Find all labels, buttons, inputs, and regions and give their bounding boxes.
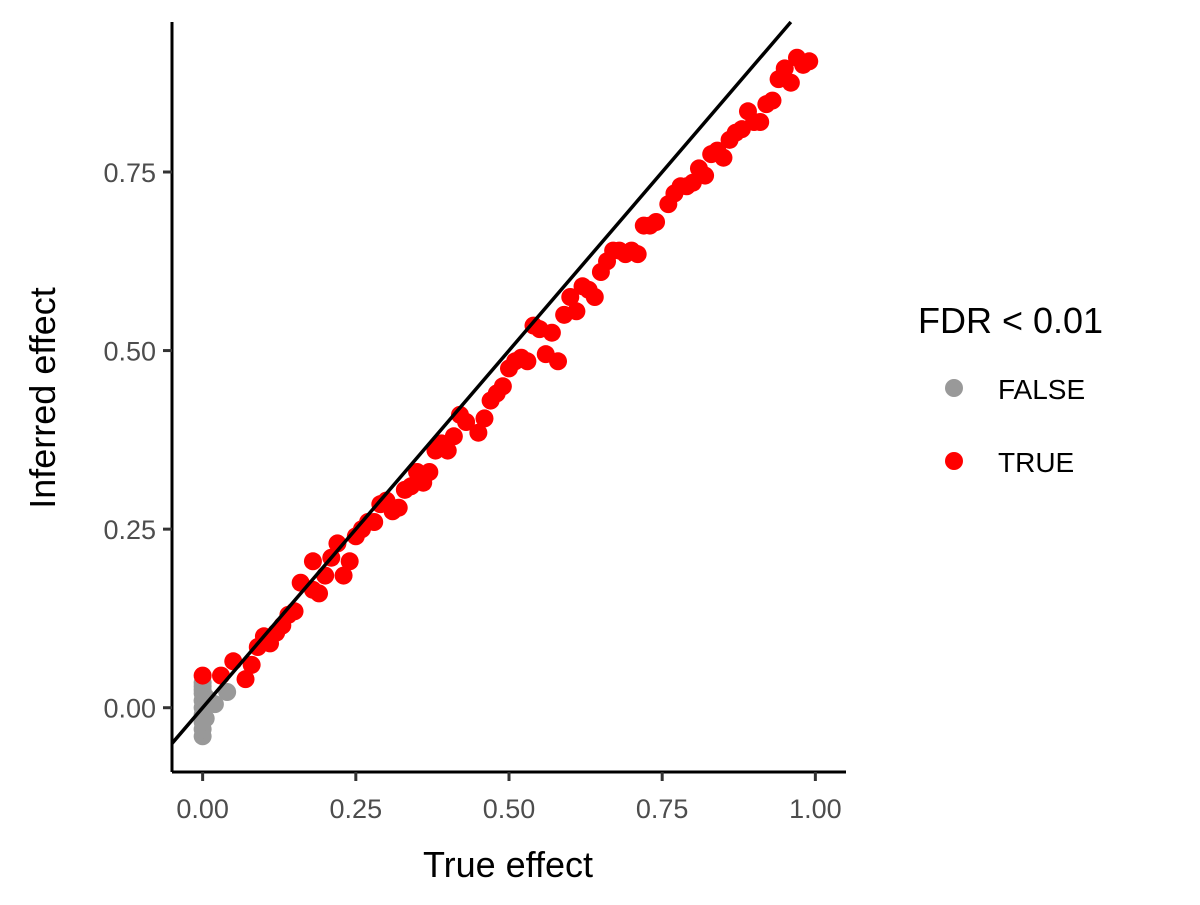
data-point-true <box>457 413 476 431</box>
data-point-true <box>193 666 212 685</box>
data-point-true <box>567 302 586 321</box>
data-point-true <box>751 113 770 131</box>
data-point-true <box>696 166 715 185</box>
legend-label-true: TRUE <box>998 447 1074 478</box>
data-point-true <box>420 463 439 481</box>
y-axis-ticks: 0.00 0.25 0.50 0.75 <box>103 158 172 724</box>
data-point-true <box>334 566 353 585</box>
data-point-true <box>365 513 384 531</box>
y-tick-label: 0.25 <box>103 515 156 545</box>
y-axis-title: Inferred effect <box>22 287 63 508</box>
x-axis-ticks: 0.00 0.25 0.50 0.75 1.00 <box>176 772 842 824</box>
data-point-true <box>389 498 408 517</box>
data-point-true <box>212 666 231 685</box>
x-tick-label: 0.75 <box>636 794 689 824</box>
data-point-true <box>800 52 819 71</box>
data-point-true <box>549 352 568 371</box>
data-point-true <box>236 670 255 689</box>
data-point-true <box>310 584 329 603</box>
data-point-true <box>444 427 463 446</box>
legend: FDR < 0.01 FALSE TRUE <box>918 300 1103 478</box>
data-point-true <box>224 652 243 671</box>
data-point-true <box>518 352 537 371</box>
data-point-true <box>542 323 561 342</box>
identity-reference-line <box>170 20 793 745</box>
data-point-true <box>438 441 457 460</box>
x-tick-label: 1.00 <box>789 794 842 824</box>
legend-key-true <box>945 452 963 470</box>
data-point-true <box>493 377 512 396</box>
data-point-true <box>242 655 261 674</box>
y-tick-label: 0.50 <box>103 337 156 367</box>
x-tick-label: 0.50 <box>483 794 536 824</box>
data-point-true <box>585 288 604 306</box>
x-tick-label: 0.25 <box>330 794 383 824</box>
data-point-true <box>781 73 800 92</box>
data-point-false <box>196 709 215 728</box>
x-tick-label: 0.00 <box>176 794 229 824</box>
data-point-true <box>775 59 794 78</box>
x-axis-title: True effect <box>423 844 593 885</box>
data-point-true <box>647 213 666 231</box>
data-point-true <box>714 148 733 167</box>
data-point-true <box>340 552 359 571</box>
data-point-true <box>561 288 580 306</box>
y-tick-label: 0.75 <box>103 158 156 188</box>
legend-label-false: FALSE <box>998 374 1085 405</box>
data-point-true <box>303 552 322 571</box>
points-layer <box>193 48 819 746</box>
legend-title: FDR < 0.01 <box>918 300 1103 341</box>
y-tick-label: 0.00 <box>103 694 156 724</box>
data-point-true <box>469 423 488 442</box>
data-point-true <box>285 602 304 621</box>
data-point-true <box>475 409 494 428</box>
data-point-true <box>316 566 335 585</box>
legend-key-false <box>945 379 963 397</box>
series-true <box>193 48 819 689</box>
data-point-true <box>628 245 647 264</box>
data-point-false <box>218 683 237 701</box>
data-point-true <box>763 91 782 110</box>
